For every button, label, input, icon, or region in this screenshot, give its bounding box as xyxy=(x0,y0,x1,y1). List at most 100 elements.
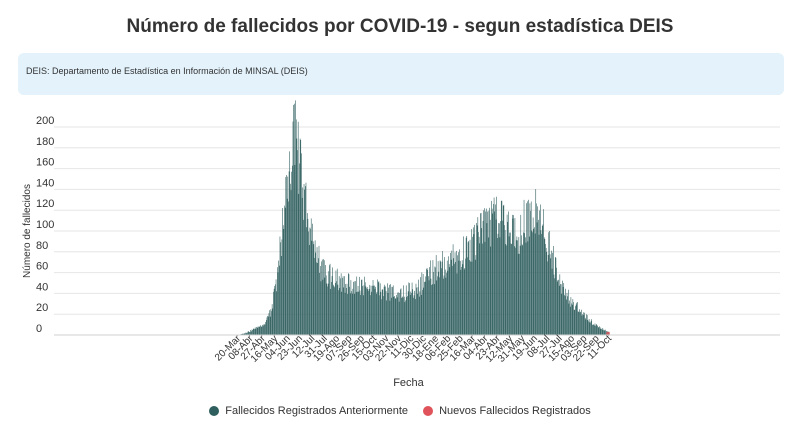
bar xyxy=(571,303,572,335)
bar xyxy=(426,269,427,335)
bar xyxy=(394,298,396,335)
bar xyxy=(587,319,589,335)
bar xyxy=(294,164,296,335)
bar xyxy=(307,218,309,335)
bar xyxy=(511,244,512,335)
bar xyxy=(251,331,252,335)
legend-item-new[interactable]: Nuevos Fallecidos Registrados xyxy=(423,405,591,417)
bar xyxy=(605,331,607,335)
bar xyxy=(491,208,493,335)
bar xyxy=(418,279,419,335)
bar xyxy=(581,309,582,335)
bar xyxy=(376,291,378,335)
bar xyxy=(476,222,477,335)
bar xyxy=(404,302,406,335)
bar xyxy=(416,287,417,335)
bar xyxy=(335,270,337,335)
bar xyxy=(251,329,253,335)
bar xyxy=(270,309,272,335)
bar xyxy=(255,328,257,335)
bar xyxy=(405,285,407,335)
bar xyxy=(312,241,314,335)
bar xyxy=(446,260,448,335)
bar xyxy=(565,288,566,335)
bar xyxy=(575,306,576,335)
bar xyxy=(543,209,544,335)
bar xyxy=(530,210,531,335)
bar xyxy=(395,298,397,335)
bar xyxy=(312,223,313,335)
bar xyxy=(448,256,449,335)
bar xyxy=(303,219,304,335)
bar xyxy=(274,285,276,335)
bar xyxy=(287,176,289,335)
bar xyxy=(386,300,387,335)
bar xyxy=(324,277,326,335)
bar xyxy=(267,315,268,335)
bar xyxy=(474,224,475,335)
bar xyxy=(554,257,556,335)
bar xyxy=(253,328,255,335)
bar xyxy=(405,300,406,335)
bar xyxy=(461,266,462,335)
bar xyxy=(562,286,564,335)
bar xyxy=(423,287,425,335)
bar xyxy=(276,291,277,335)
bar xyxy=(502,205,504,335)
bar xyxy=(393,296,395,335)
bar xyxy=(484,241,486,335)
bar xyxy=(493,197,495,335)
bar xyxy=(403,285,404,335)
bar xyxy=(584,317,586,335)
bar xyxy=(512,218,514,335)
bar xyxy=(603,330,605,335)
bar xyxy=(390,284,391,335)
bar xyxy=(452,265,453,335)
bar xyxy=(250,330,251,335)
bar xyxy=(401,297,402,335)
bar xyxy=(460,269,462,335)
bar xyxy=(564,294,565,335)
bar xyxy=(277,272,279,335)
bar xyxy=(441,261,443,335)
bar xyxy=(458,252,459,335)
bar xyxy=(442,251,443,335)
bar xyxy=(459,249,460,335)
bar-new xyxy=(609,331,610,335)
bar xyxy=(450,259,452,335)
bar xyxy=(506,245,507,335)
bar xyxy=(597,327,599,335)
bar xyxy=(355,281,356,335)
bar xyxy=(322,279,324,335)
bar xyxy=(385,290,387,335)
bar xyxy=(331,276,333,335)
bar xyxy=(316,262,317,335)
bar xyxy=(447,270,449,335)
bar xyxy=(413,295,415,335)
bar xyxy=(552,252,553,335)
bar xyxy=(308,244,310,335)
bar xyxy=(306,227,307,335)
bar xyxy=(334,283,336,335)
bar xyxy=(467,257,468,335)
bar xyxy=(560,284,561,335)
bar xyxy=(362,286,363,335)
bar xyxy=(293,103,295,336)
bar xyxy=(403,296,405,335)
bar xyxy=(430,278,432,335)
bar xyxy=(532,217,534,335)
bar xyxy=(510,243,512,335)
bar xyxy=(327,283,329,335)
bar xyxy=(586,314,587,335)
bar xyxy=(484,208,485,335)
bar xyxy=(262,326,264,335)
legend-item-previous[interactable]: Fallecidos Registrados Anteriormente xyxy=(209,405,408,417)
bar xyxy=(363,285,365,335)
bar xyxy=(243,333,245,335)
bar xyxy=(572,299,574,335)
bar xyxy=(476,225,478,335)
bar xyxy=(313,244,315,335)
bar xyxy=(262,324,263,335)
bar xyxy=(263,324,264,335)
bar xyxy=(560,284,562,335)
